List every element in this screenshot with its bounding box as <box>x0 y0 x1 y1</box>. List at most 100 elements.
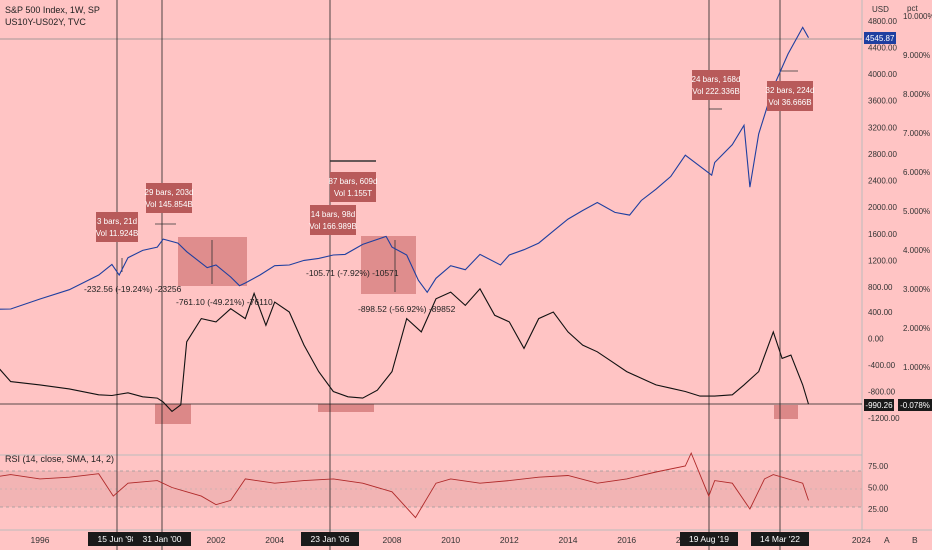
annotation-line2: Vol 1.155T <box>334 189 372 198</box>
rsi-tick-group: 75.00 50.00 25.00 <box>868 462 889 514</box>
pct-tick-label: 4.000% <box>903 246 930 255</box>
spread-pct-badge-bg <box>898 399 932 411</box>
usd-tick-label: 2400.00 <box>868 177 897 186</box>
usd-tick-label: 400.00 <box>868 308 893 317</box>
x-event-badge: 31 Jan '00 <box>133 532 191 546</box>
legend-rsi: RSI (14, close, SMA, 14, 2) <box>5 454 114 464</box>
x-tick-label: 2016 <box>617 535 636 545</box>
x-event-badge-bg <box>88 532 146 546</box>
pct-tick-label: 5.000% <box>903 207 930 216</box>
annotation-bg <box>692 70 740 100</box>
corner-a-button[interactable]: A <box>884 535 890 545</box>
annotation-bg <box>310 205 356 235</box>
pct-tick-label: 3.000% <box>903 285 930 294</box>
usd-tick-label: 2800.00 <box>868 150 897 159</box>
annotation-line1: 3 bars, 21d <box>97 217 137 226</box>
spread-pct-badge-value: -0.078% <box>900 401 930 410</box>
spx-badge-value: 4545.87 <box>866 34 895 43</box>
usd-tick-label: -800.00 <box>868 388 896 397</box>
corner-b-button[interactable]: B <box>912 535 918 545</box>
x-event-badge-bg <box>301 532 359 546</box>
usd-tick-label: 3200.00 <box>868 123 897 132</box>
pct-unit-label: pct <box>907 4 918 13</box>
annotation-4: 87 bars, 609d Vol 1.155T <box>329 172 378 202</box>
usd-tick-label: 1600.00 <box>868 230 897 239</box>
annotation-line1: 14 bars, 98d <box>311 210 355 219</box>
x-event-badge-label: 23 Jan '06 <box>311 534 350 544</box>
annotation-line1: 24 bars, 168d <box>692 75 741 84</box>
x-event-badge: 23 Jan '06 <box>301 532 359 546</box>
annotation-5: 24 bars, 168d Vol 222.336B <box>692 70 741 100</box>
x-event-badge-bg <box>133 532 191 546</box>
x-tick-label: 2014 <box>559 535 578 545</box>
x-tick-label: 2024 <box>852 535 871 545</box>
x-event-badge-label: 31 Jan '00 <box>143 534 182 544</box>
annotation-line1: 29 bars, 203d <box>145 188 194 197</box>
x-event-badge: 15 Jun '98 <box>88 532 146 546</box>
measure-label-2008: -898.52 (-56.92%) -89852 <box>358 304 456 314</box>
annotation-bg <box>146 183 192 213</box>
x-tick-label: 2004 <box>265 535 284 545</box>
spx-line <box>0 26 809 310</box>
usd-tick-label: 4400.00 <box>868 43 897 52</box>
annotation-bg <box>96 212 138 242</box>
spread-line <box>0 287 810 413</box>
pct-tick-group: 10.000% 9.000% 8.000% 7.000% 6.000% 5.000% 4.0… <box>903 12 932 372</box>
usd-tick-label: 4800.00 <box>868 17 897 26</box>
x-event-badge-bg <box>680 532 738 546</box>
annotation-3: 14 bars, 98d Vol 166.989B <box>309 205 357 235</box>
x-event-badge-bg <box>751 532 809 546</box>
annotation-1: 3 bars, 21d Vol 11.924B <box>96 212 138 242</box>
rsi-tick-label: 50.00 <box>868 484 889 493</box>
usd-unit-label: USD <box>872 5 889 14</box>
annotation-line2: Vol 222.336B <box>692 87 740 96</box>
annotation-line2: Vol 36.666B <box>768 98 811 107</box>
x-event-group: 15 Jun '98 31 Jan '00 23 Jan '06 19 Aug '19… <box>88 532 809 546</box>
pct-tick-label: 2.000% <box>903 324 930 333</box>
usd-tick-label: 2000.00 <box>868 203 897 212</box>
measure-label-1998: -232.56 (-19.24%) -23256 <box>84 284 182 294</box>
annotation-bg <box>767 81 813 111</box>
pct-tick-label: 1.000% <box>903 363 930 372</box>
usd-tick-label: -400.00 <box>868 361 896 370</box>
measure-box-2008 <box>361 236 416 294</box>
x-event-badge-label: 14 Mar '22 <box>760 534 800 544</box>
x-tick-label: 2002 <box>207 535 226 545</box>
x-event-badge: 14 Mar '22 <box>751 532 809 546</box>
usd-tick-label: 3600.00 <box>868 97 897 106</box>
usd-tick-label: 1200.00 <box>868 256 897 265</box>
annotation-line2: Vol 145.854B <box>145 200 193 209</box>
pct-tick-label: 9.000% <box>903 51 930 60</box>
rsi-line <box>0 451 809 519</box>
measure-label-2006: -105.71 (-7.92%) -10571 <box>306 268 399 278</box>
annotation-line1: 87 bars, 609d <box>329 177 378 186</box>
measure-arrows <box>121 70 798 292</box>
usd-tick-label: 0.00 <box>868 335 884 344</box>
rsi-tick-label: 75.00 <box>868 462 889 471</box>
spx-badge-bg <box>864 32 896 44</box>
x-tick-label: 2012 <box>500 535 519 545</box>
annotation-2: 29 bars, 203d Vol 145.854B <box>145 183 194 213</box>
spx-price-badge: 4545.87 <box>864 32 896 44</box>
legend-title: S&P 500 Index, 1W, SP <box>5 5 100 15</box>
annotation-bg <box>330 172 376 202</box>
spread-box-2006 <box>318 404 374 412</box>
usd-tick-label: 4000.00 <box>868 70 897 79</box>
spread-usd-badge-value: -990.26 <box>865 401 893 410</box>
spread-box-2000 <box>155 404 191 424</box>
usd-tick-label: -1200.00 <box>868 414 900 423</box>
pct-tick-label: 7.000% <box>903 129 930 138</box>
x-tick-label: 2008 <box>383 535 402 545</box>
x-event-badge-label: 15 Jun '98 <box>98 534 137 544</box>
rsi-tick-label: 25.00 <box>868 505 889 514</box>
x-event-badge-label: 19 Aug '19 <box>689 534 729 544</box>
spread-box-2022 <box>774 405 798 419</box>
x-tick-label: 2010 <box>441 535 460 545</box>
spread-usd-badge-bg <box>864 399 894 411</box>
spread-usd-badge: -990.26 <box>864 399 894 411</box>
legend-subtitle: US10Y-US02Y, TVC <box>5 17 86 27</box>
x-event-badge: 19 Aug '19 <box>680 532 738 546</box>
annotation-line2: Vol 166.989B <box>309 222 357 231</box>
